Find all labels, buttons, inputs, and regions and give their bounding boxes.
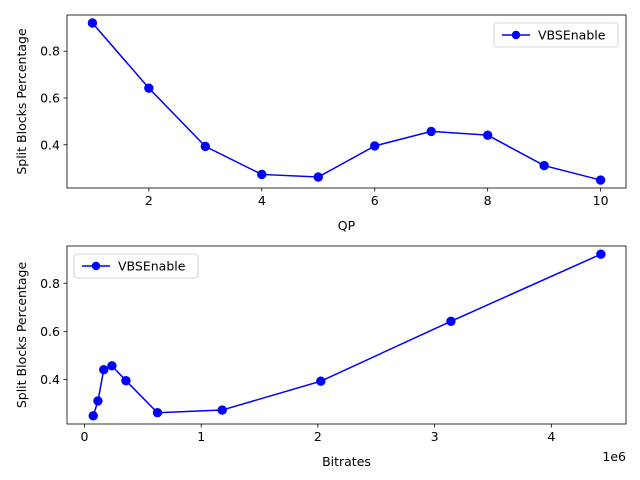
x-tick-label: 10 bbox=[593, 193, 609, 208]
data-point bbox=[152, 407, 163, 418]
x-axis-label: QP bbox=[338, 218, 356, 233]
y-axis-label: Split Blocks Percentage bbox=[14, 262, 29, 409]
data-point bbox=[595, 175, 606, 185]
y-tick-label: 0.4 bbox=[40, 137, 60, 152]
y-tick-label: 0.8 bbox=[40, 44, 60, 59]
y-tick-label: 0.4 bbox=[40, 372, 60, 387]
data-point bbox=[316, 376, 326, 386]
data-point bbox=[446, 316, 456, 326]
x-tick-label: 2 bbox=[314, 429, 322, 444]
x-tick-label: 4 bbox=[547, 429, 555, 444]
data-point bbox=[426, 126, 436, 137]
plot-frame bbox=[66, 14, 627, 189]
legend-box bbox=[493, 22, 619, 48]
legend-label: VBSEnable bbox=[118, 259, 186, 274]
data-point bbox=[87, 18, 98, 28]
plot-frame bbox=[66, 245, 627, 425]
x-offset-label: 1e6 bbox=[602, 449, 626, 464]
y-tick-label: 0.6 bbox=[40, 90, 60, 105]
x-axis-label: Bitrates bbox=[322, 454, 371, 469]
data-point bbox=[121, 376, 131, 386]
series-line bbox=[91, 22, 601, 181]
data-point bbox=[200, 141, 211, 152]
legend-marker bbox=[91, 261, 101, 271]
data-point bbox=[257, 169, 267, 180]
legend-marker bbox=[511, 30, 521, 40]
data-point bbox=[482, 130, 493, 140]
series-line bbox=[92, 253, 602, 417]
legend-label: VBSEnable bbox=[538, 28, 606, 43]
x-tick-label: 8 bbox=[484, 193, 492, 208]
legend: VBSEnable bbox=[493, 22, 619, 48]
data-point bbox=[99, 364, 109, 375]
legend: VBSEnable bbox=[73, 253, 199, 279]
x-tick-label: 4 bbox=[258, 193, 266, 208]
y-tick-label: 0.6 bbox=[40, 324, 60, 339]
y-tick-label: 0.8 bbox=[40, 276, 60, 291]
x-tick-label: 0 bbox=[81, 429, 89, 444]
data-point bbox=[144, 83, 154, 93]
data-point bbox=[596, 249, 606, 259]
legend-box bbox=[73, 253, 199, 279]
data-point bbox=[539, 160, 549, 171]
x-tick-label: 6 bbox=[371, 193, 379, 208]
x-tick-label: 2 bbox=[145, 193, 153, 208]
chart-2: 0 1 2 3 4 0.4 0.6 0.8 1e6 Bitrates Split Blocks Pe… bbox=[14, 245, 627, 469]
data-point bbox=[107, 361, 117, 371]
y-axis-label: Split Blocks Percentage bbox=[14, 28, 29, 175]
data-point bbox=[217, 405, 227, 415]
data-point bbox=[370, 141, 380, 151]
x-tick-label: 3 bbox=[431, 429, 439, 444]
data-point bbox=[88, 411, 98, 421]
data-point bbox=[93, 396, 103, 406]
x-tick-label: 1 bbox=[197, 429, 205, 444]
chart-1: 2 4 6 8 10 0.4 0.6 0.8 QP Split Blocks Percentage… bbox=[14, 14, 627, 233]
data-point bbox=[313, 172, 323, 182]
